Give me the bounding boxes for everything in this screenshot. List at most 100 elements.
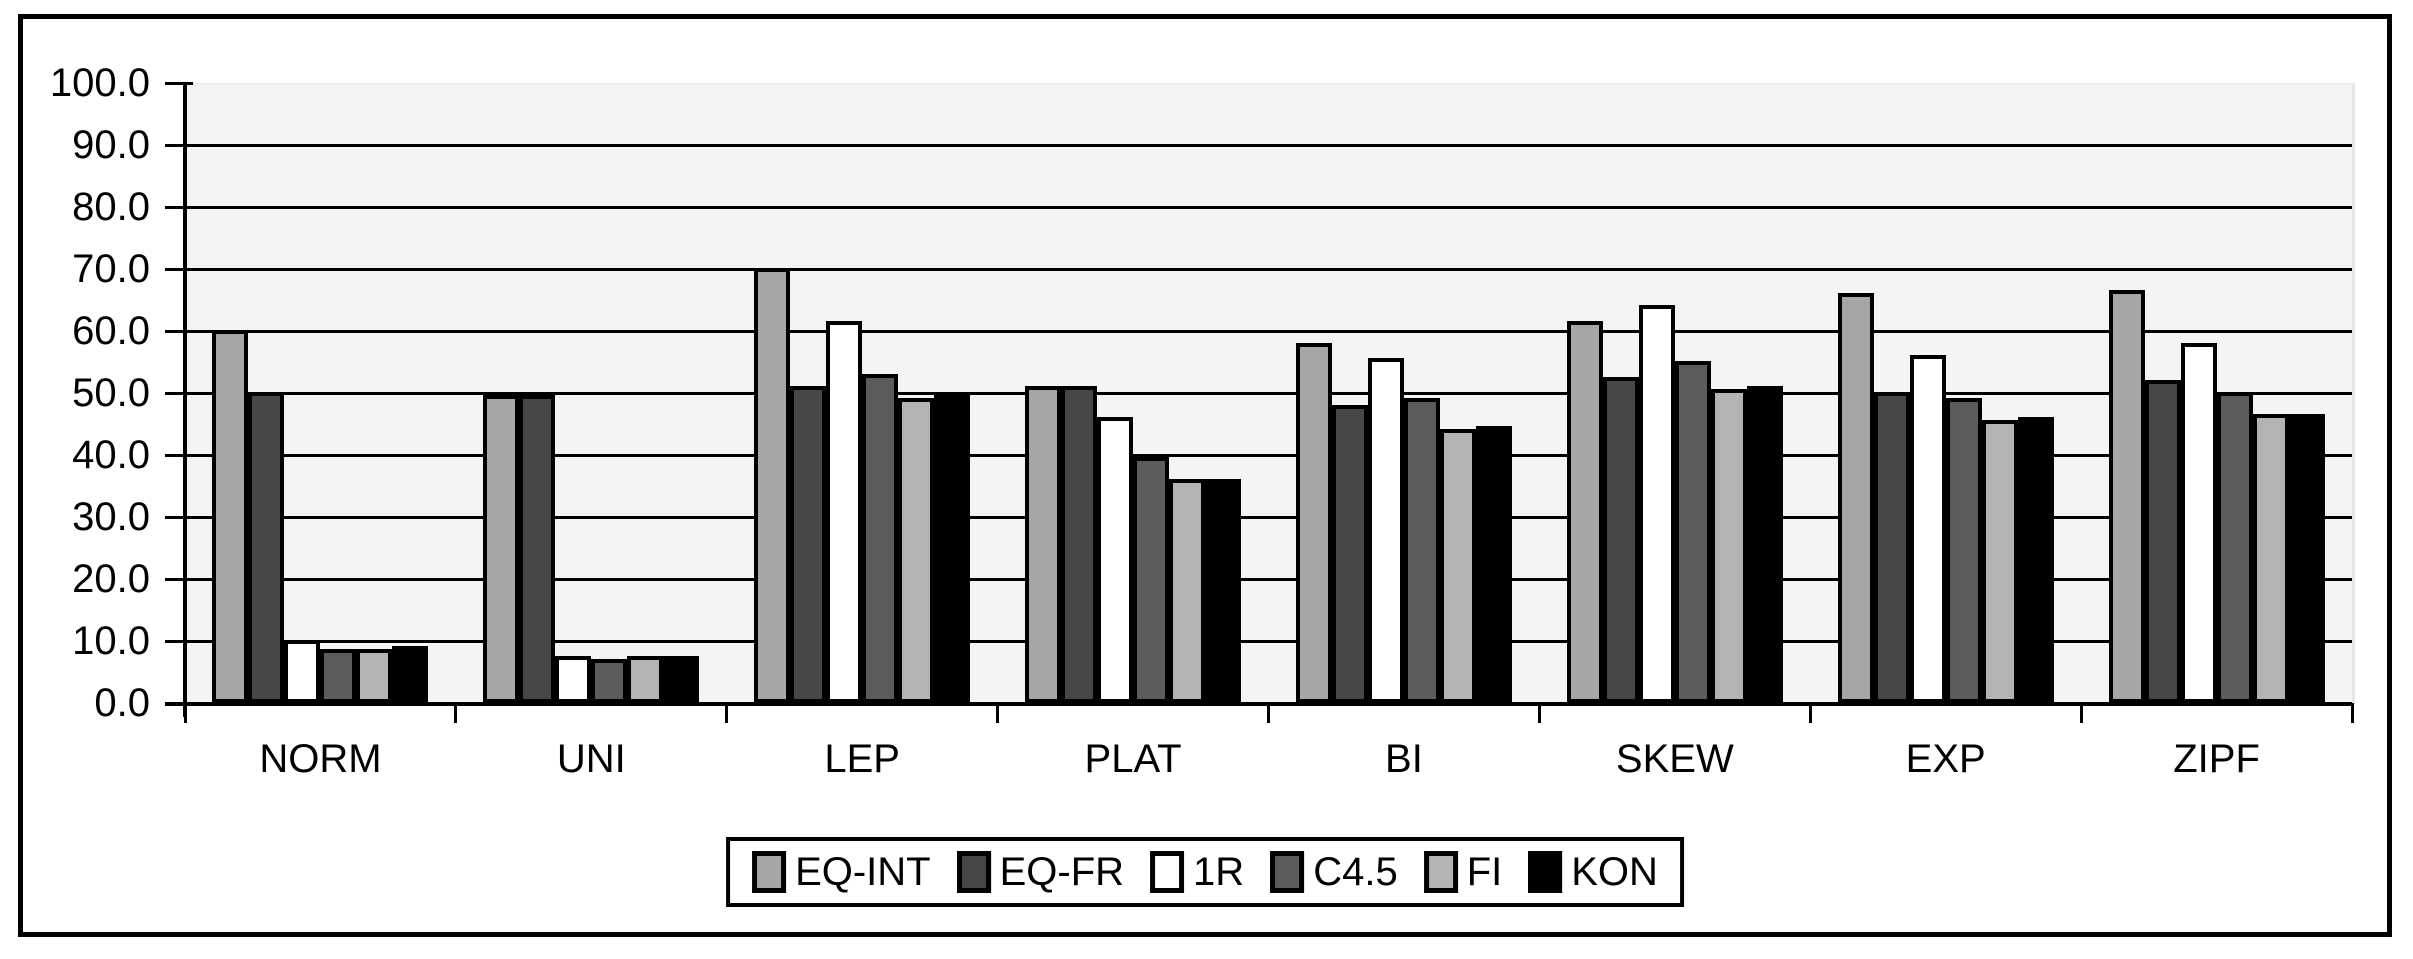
bar-NORM-EQ-INT [212,330,249,703]
bar-UNI-EQ-FR [519,395,556,703]
y-axis-label: 70.0 [72,247,150,291]
bar-ZIPF-EQ-FR [2144,379,2181,703]
bar-PLAT-FI [1169,478,1206,703]
bar-EXP-FI [1981,420,2018,703]
bar-ZIPF-KON [2288,413,2325,703]
bar-SKEW-EQ-INT [1566,320,1603,703]
bar-LEP-FI [898,398,935,703]
gridline [185,639,2352,643]
x-axis-tick [454,703,458,723]
legend-item-FI: FI [1423,850,1503,894]
bar-BI-EQ-FR [1331,404,1368,703]
bar-SKEW-FI [1710,389,1747,703]
bar-PLAT-EQ-INT [1025,385,1062,703]
legend-marker-FI [1423,851,1458,893]
y-axis-label: 90.0 [72,123,150,167]
gridline [185,577,2352,581]
x-axis-label: PLAT [1084,737,1182,781]
gridline [185,453,2352,457]
bar-EXP-EQ-FR [1873,392,1910,703]
legend-label: EQ-FR [999,850,1125,894]
y-axis-label: 50.0 [72,371,150,415]
legend-item-KON: KON [1528,851,1658,893]
bar-NORM-KON [392,646,429,703]
y-axis-tick [165,577,193,581]
gridline [185,329,2352,333]
y-axis-tick [165,143,193,147]
y-axis-tick [165,391,193,395]
legend-label: EQ-INT [795,850,931,894]
legend-marker-C4.5 [1270,851,1305,893]
bar-UNI-EQ-INT [483,395,520,703]
legend-marker-EQ-FR [956,851,991,893]
bar-SKEW-1R [1638,305,1675,703]
bar-PLAT-EQ-FR [1061,385,1098,703]
x-axis-tick [996,703,1000,723]
bar-EXP-EQ-INT [1837,292,1874,703]
bar-LEP-EQ-FR [790,385,827,703]
bar-PLAT-C4.5 [1133,457,1170,703]
bar-SKEW-C4.5 [1674,361,1711,703]
x-axis-tick [1267,703,1270,723]
y-axis-label: 10.0 [72,619,150,663]
bar-SKEW-EQ-FR [1602,376,1639,703]
legend-item-C4.5: C4.5 [1270,851,1398,893]
bar-ZIPF-C4.5 [2216,392,2253,703]
legend-item-EQ-FR: EQ-FR [956,850,1125,894]
bar-EXP-C4.5 [1945,398,1982,703]
bar-NORM-C4.5 [320,649,357,703]
x-axis-tick [725,703,729,723]
legend-label: KON [1571,850,1658,894]
y-axis-label: 30.0 [72,495,150,539]
bar-UNI-1R [555,655,592,703]
x-axis-label: UNI [556,737,626,781]
legend-label: 1R [1193,850,1245,894]
legend-item-1R: 1R [1150,851,1244,893]
y-axis-tick [165,329,193,333]
y-axis-label: 40.0 [72,433,150,477]
bar-LEP-1R [826,320,863,703]
y-axis-label: 0.0 [94,681,150,725]
x-axis-label: SKEW [1615,737,1734,781]
gridline [185,391,2352,395]
legend: EQ-INT EQ-FR 1R C4.5 FI KON [726,837,1684,907]
bar-BI-C4.5 [1403,398,1440,703]
y-axis [183,83,187,717]
bar-LEP-EQ-INT [754,268,791,703]
x-axis-tick [2079,703,2083,723]
legend-marker-KON [1528,851,1563,893]
y-axis-tick [165,453,193,457]
bar-ZIPF-FI [2252,413,2289,703]
bar-LEP-KON [934,392,971,703]
x-axis-label: EXP [1905,737,1986,781]
legend-item-EQ-INT: EQ-INT [752,851,931,893]
legend-label: FI [1466,850,1503,894]
bar-NORM-1R [284,640,321,703]
bar-UNI-KON [663,655,700,703]
bar-BI-KON [1475,426,1512,703]
bar-ZIPF-1R [2180,342,2217,703]
x-axis-tick [2350,703,2354,723]
legend-label: C4.5 [1313,850,1398,894]
bar-NORM-EQ-FR [248,392,285,703]
legend-marker-1R [1150,851,1185,893]
bar-SKEW-KON [1746,385,1783,703]
y-axis-tick [165,515,193,519]
legend-marker-EQ-INT [752,851,787,893]
bar-PLAT-KON [1205,478,1242,703]
bar-UNI-C4.5 [591,658,628,703]
y-axis-tick [165,267,193,271]
x-axis-tick [1537,703,1541,723]
bar-BI-FI [1439,429,1476,703]
y-axis-tick [165,205,193,209]
gridline [185,205,2352,209]
bar-LEP-C4.5 [862,373,899,703]
x-axis-label: LEP [824,737,900,781]
bar-BI-1R [1367,358,1404,703]
x-axis-label: BI [1385,737,1423,781]
y-axis-label: 80.0 [72,185,150,229]
x-axis [165,702,2352,706]
y-axis-label: 60.0 [72,309,150,353]
x-axis-tick [183,703,187,723]
